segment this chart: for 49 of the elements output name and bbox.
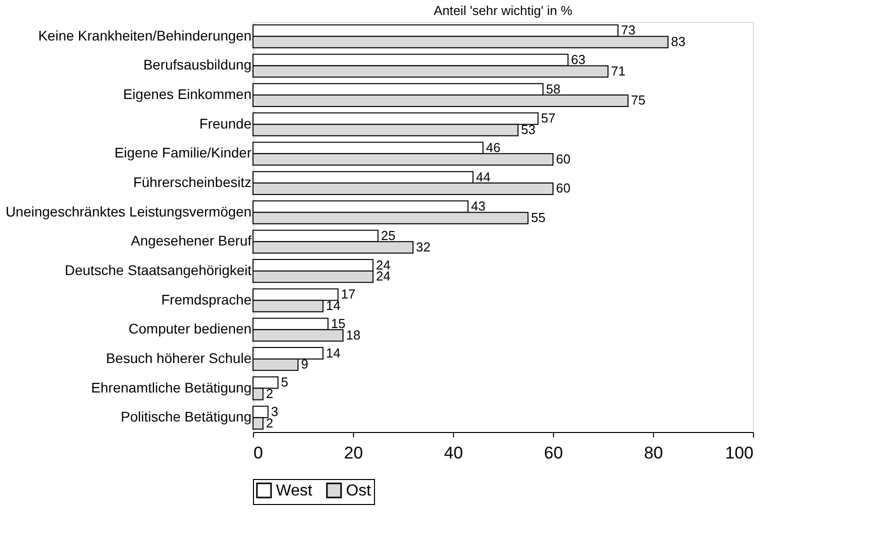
data-label: 71 xyxy=(611,63,626,78)
x-tick-label: 60 xyxy=(544,444,563,462)
y-tick-label: Eigene Familie/Kinder xyxy=(114,144,252,161)
data-label: 9 xyxy=(301,356,308,372)
y-tick-label: Ehrenamtliche Betätigung xyxy=(91,379,252,396)
data-label: 15 xyxy=(331,316,346,331)
legend-label: West xyxy=(276,482,313,500)
data-label: 75 xyxy=(631,92,646,108)
data-label: 53 xyxy=(521,122,536,138)
legend-label: Ost xyxy=(346,482,372,500)
y-tick-label: Fremdsprache xyxy=(161,291,252,308)
data-label: 60 xyxy=(556,151,570,166)
data-label: 43 xyxy=(471,198,486,214)
data-label: 55 xyxy=(531,210,546,226)
data-label: 32 xyxy=(416,239,430,254)
y-tick-label: Politische Betätigung xyxy=(120,408,252,425)
y-tick-label: Uneingeschränktes Leistungsvermögen xyxy=(6,203,252,220)
data-label: 18 xyxy=(346,327,360,342)
data-label: 3 xyxy=(271,404,278,419)
y-tick-label: Führerscheinbesitz xyxy=(133,174,252,190)
data-label: 17 xyxy=(341,286,356,302)
data-label: 2 xyxy=(266,386,274,402)
data-label: 14 xyxy=(326,298,340,314)
data-label: 5 xyxy=(281,374,288,390)
y-tick-label: Deutsche Staatsangehörigkeit xyxy=(64,262,252,278)
x-tick-label: 40 xyxy=(444,444,463,462)
y-tick-label: Berufsausbildung xyxy=(143,56,252,73)
y-tick-label: Besuch höherer Schule xyxy=(106,350,252,366)
x-tick-label: 20 xyxy=(344,444,363,462)
data-label: 25 xyxy=(381,228,396,243)
x-tick-label: 0 xyxy=(254,444,263,462)
data-label: 63 xyxy=(571,52,586,67)
y-tick-label: Freunde xyxy=(199,115,252,132)
x-tick-label: 80 xyxy=(644,444,663,462)
data-label: 2 xyxy=(266,415,274,430)
data-label: 60 xyxy=(556,180,570,196)
data-label: 14 xyxy=(326,345,340,360)
data-label: 46 xyxy=(486,140,500,155)
y-tick-label: Keine Krankheiten/Behinderungen xyxy=(38,27,252,44)
data-label: 83 xyxy=(671,34,686,50)
x-tick-label: 100 xyxy=(725,444,754,462)
data-label: 44 xyxy=(476,169,490,184)
y-tick-label: Angesehener Beruf xyxy=(130,232,252,249)
data-label: 57 xyxy=(541,110,556,126)
data-label: 73 xyxy=(621,22,636,38)
y-tick-label: Computer bedienen xyxy=(128,320,252,337)
data-label: 58 xyxy=(546,81,560,96)
chart-title: Anteil 'sehr wichtig' in % xyxy=(434,3,573,18)
y-tick-label: Eigenes Einkommen xyxy=(123,86,252,102)
